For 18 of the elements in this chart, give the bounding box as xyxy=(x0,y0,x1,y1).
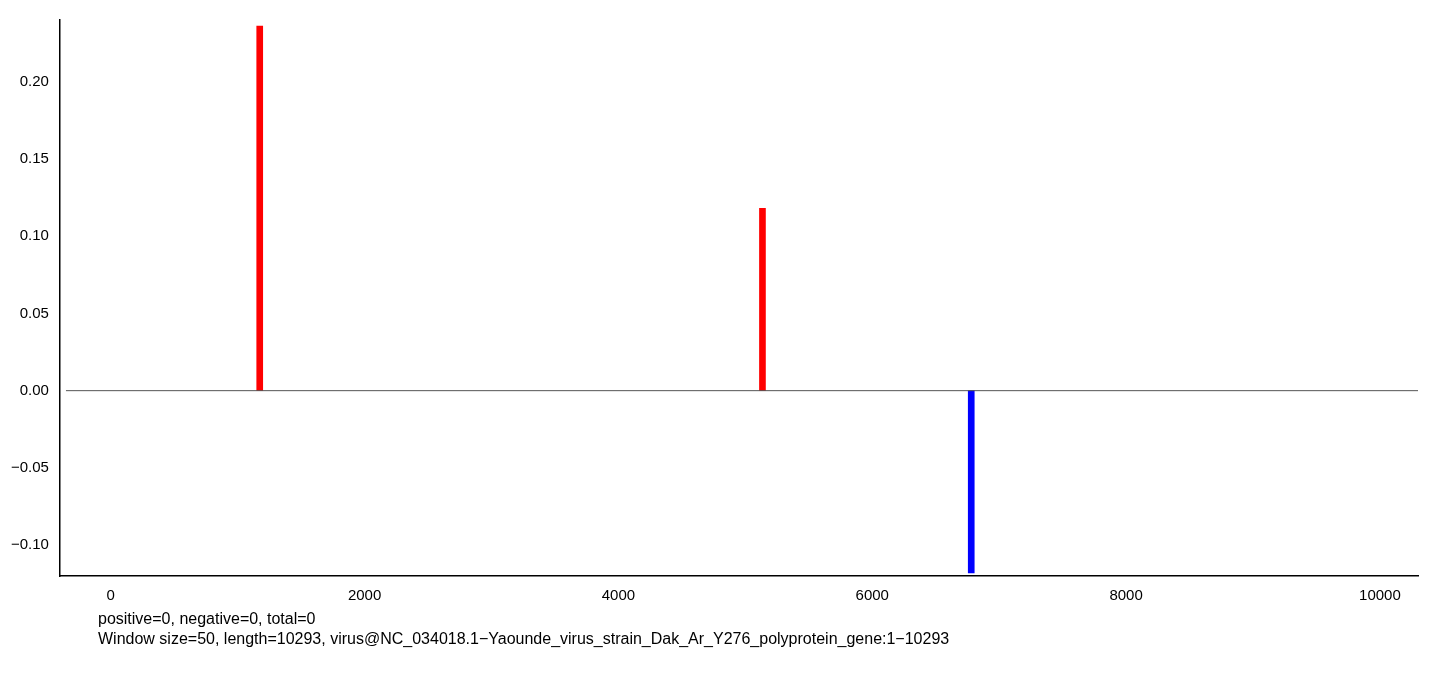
x-tick-label: 4000 xyxy=(601,586,636,604)
y-tick-label: 0.05 xyxy=(19,303,49,321)
y-tick-label: 0.10 xyxy=(19,226,49,244)
x-tick-label: 8000 xyxy=(1109,586,1143,604)
bar xyxy=(759,208,766,391)
text: Window size=50, length=10293, virus@NC_034018.1−Yaounde_virus_strain_Dak_Ar_Y276_polyprotein_gene:1−10293 xyxy=(98,630,951,648)
y-tick-label: 0.20 xyxy=(19,71,49,89)
y-tick-label: 0.15 xyxy=(19,149,49,167)
x-tick-label: 10000 xyxy=(1359,586,1401,604)
x-tick-label: 2000 xyxy=(347,586,382,604)
x-tick-label: 0 xyxy=(106,586,115,604)
y-tick-label: −0.10 xyxy=(10,535,49,553)
y-tick-label: −0.05 xyxy=(10,458,49,476)
bar xyxy=(256,25,264,391)
text: positive=0, negative=0, total=0 xyxy=(98,610,317,628)
bar xyxy=(967,390,975,574)
y-tick-label: 0.00 xyxy=(19,380,49,398)
x-tick-label: 6000 xyxy=(855,586,889,604)
